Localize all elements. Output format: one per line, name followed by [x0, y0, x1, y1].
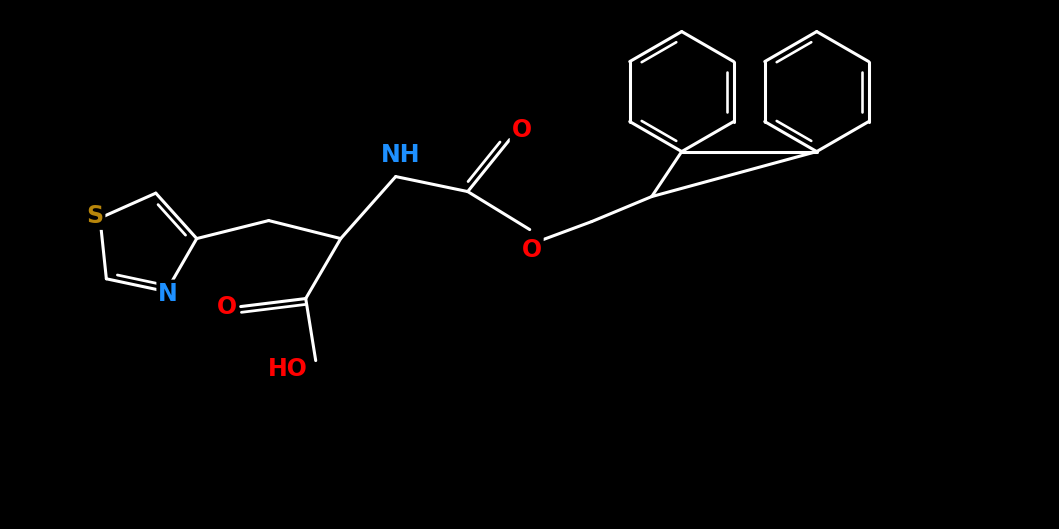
Text: S: S: [87, 204, 104, 228]
Text: O: O: [522, 238, 542, 261]
Text: O: O: [217, 295, 237, 318]
Text: NH: NH: [381, 142, 420, 167]
Text: N: N: [158, 281, 178, 306]
Text: O: O: [511, 117, 532, 142]
Text: HO: HO: [268, 357, 308, 380]
